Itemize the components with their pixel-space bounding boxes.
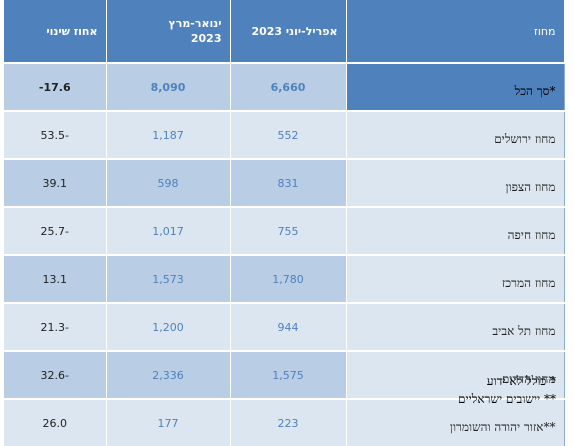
cell-jan-mar: 1,017 [106,206,231,255]
cell-jan-mar: 8,090 [106,62,231,111]
table-row: 13.1 1,573 1,780 מחוז המרכז [4,254,565,303]
cell-apr-jun: 831 [230,158,347,207]
cell-district: מחוז ירושלים [345,110,565,159]
cell-apr-jun: 944 [230,302,347,351]
cell-jan-mar: 177 [106,398,231,446]
footnote-unknown: * כולל לא ידוע [486,374,556,388]
cell-jan-mar: 598 [106,158,231,207]
footnotes: * כולל לא ידוע ** יישובים ישראליים [458,372,556,408]
table-row: 39.1 598 831 מחוז הצפון [4,158,565,207]
cell-apr-jun: 1,780 [230,254,347,303]
footnote-israeli-settlements: ** יישובים ישראליים [457,392,556,406]
header-jan-mar-label: ינואר-מרץ 2023 [168,17,222,45]
cell-change: 39.1 [4,158,107,207]
cell-change: 26.0 [4,398,107,446]
cell-district: מחוז הדרום [345,350,565,399]
header-change: אחוז שינוי [4,0,107,63]
districts-table: אחוז שינוי ינואר-מרץ 2023 אפריל-יוני 202… [4,0,565,446]
header-district: מחוז [346,0,565,63]
cell-district: סך הכל* [345,62,565,111]
table-row: 53.5- 1,187 552 מחוז ירושלים [4,110,565,159]
cell-apr-jun: 223 [230,398,347,446]
cell-apr-jun: 552 [230,110,347,159]
header-jan-mar: ינואר-מרץ 2023 [106,0,231,63]
cell-change: 21.3- [4,302,107,351]
total-row: -17.6 8,090 6,660 סך הכל* [4,62,565,111]
cell-change: 13.1 [4,254,107,303]
cell-district: מחוז הצפון [345,158,565,207]
cell-apr-jun: 1,575 [230,350,347,399]
cell-change: 25.7- [4,206,107,255]
cell-jan-mar: 1,187 [106,110,231,159]
cell-district: מחוז המרכז [345,254,565,303]
table-row: 32.6- 2,336 1,575 מחוז הדרום [4,350,565,399]
cell-jan-mar: 1,200 [106,302,231,351]
cell-jan-mar: 2,336 [106,350,231,399]
cell-change: -17.6 [4,62,107,111]
cell-apr-jun: 755 [230,206,347,255]
table-row: 25.7- 1,017 755 מחוז חיפה [4,206,565,255]
cell-change: 32.6- [4,350,107,399]
cell-district: מחוז תל אביב [345,302,565,351]
header-apr-jun: אפריל-יוני 2023 [230,0,347,63]
table-body: -17.6 8,090 6,660 סך הכל* 53.5- 1,187 552 מחוז … [4,62,565,446]
cell-jan-mar: 1,573 [106,254,231,303]
cell-district: מחוז חיפה [345,206,565,255]
table-row: 21.3- 1,200 944 מחוז תל אביב [4,302,565,351]
cell-change: 53.5- [4,110,107,159]
table-header-row: אחוז שינוי ינואר-מרץ 2023 אפריל-יוני 202… [4,0,565,63]
cell-apr-jun: 6,660 [230,62,347,111]
